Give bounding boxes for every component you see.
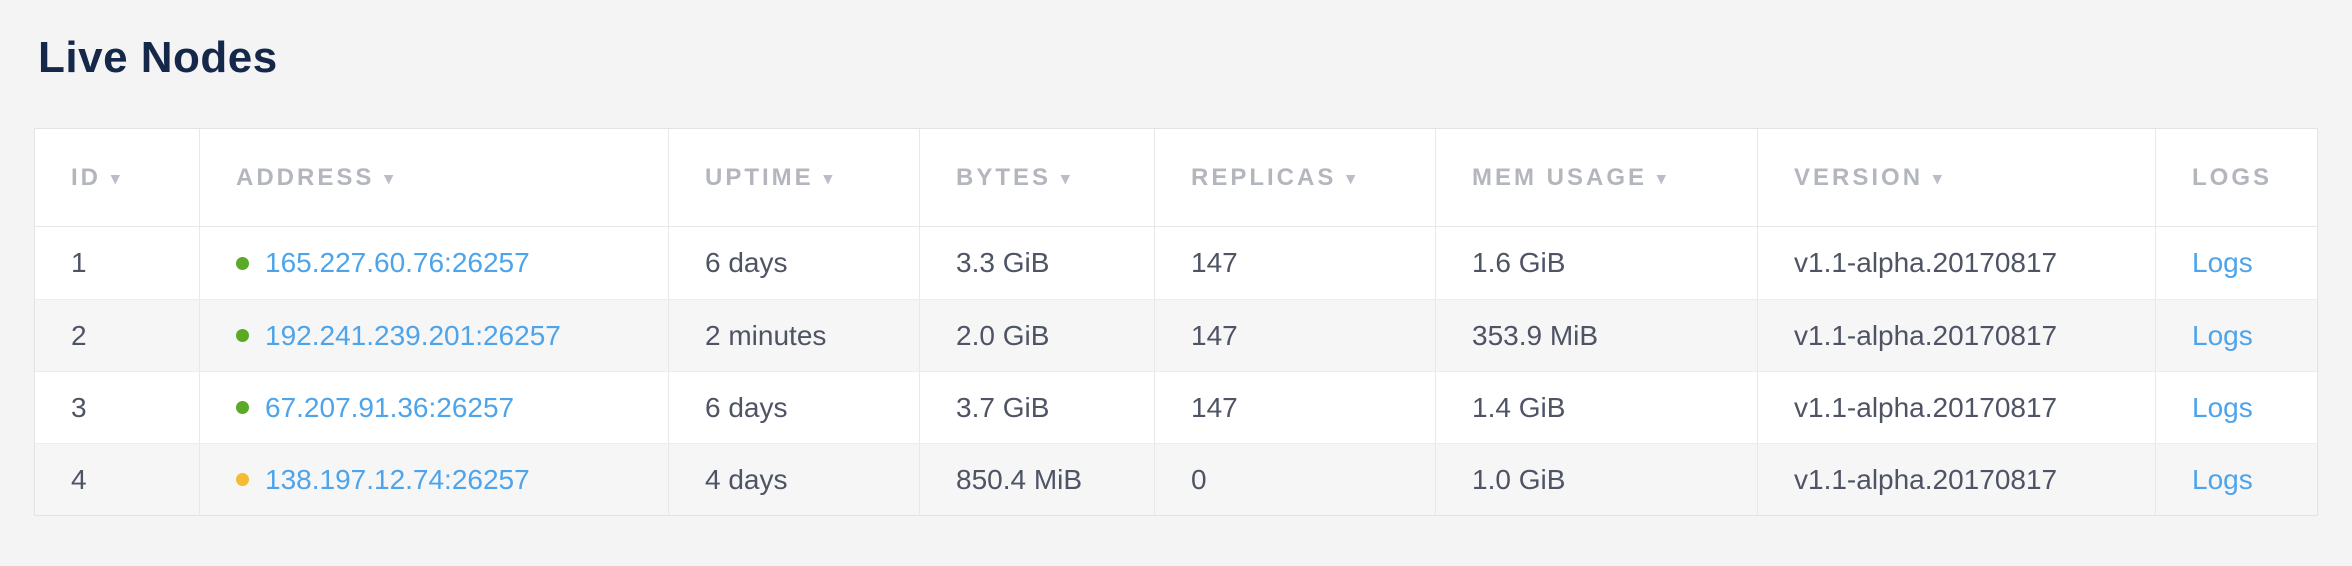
node-uptime: 6 days — [668, 372, 919, 443]
node-version: v1.1-alpha.20170817 — [1757, 227, 2155, 299]
table-row: 2 192.241.239.201:26257 2 minutes 2.0 Gi… — [35, 299, 2317, 371]
node-logs-link[interactable]: Logs — [2192, 463, 2253, 495]
node-address-cell: 192.241.239.201:26257 — [199, 300, 668, 371]
sort-arrow-icon: ▾ — [1657, 168, 1669, 188]
column-header-uptime[interactable]: UPTIME ▾ — [668, 129, 919, 226]
column-header-address-label: ADDRESS — [236, 163, 375, 191]
node-id: 3 — [71, 391, 87, 423]
column-header-version-label: VERSION — [1794, 163, 1924, 191]
node-id: 2 — [71, 319, 87, 351]
column-header-version[interactable]: VERSION ▾ — [1757, 129, 2155, 226]
node-address-link[interactable]: 165.227.60.76:26257 — [265, 247, 530, 278]
table-header-row: ID ▾ ADDRESS ▾ UPTIME ▾ BYTES ▾ REPLICAS… — [35, 129, 2317, 227]
column-header-mem-usage[interactable]: MEM USAGE ▾ — [1435, 129, 1757, 226]
node-logs-cell: Logs — [2155, 300, 2317, 371]
node-bytes: 3.3 GiB — [919, 227, 1154, 299]
node-uptime: 2 minutes — [668, 300, 919, 371]
node-replicas: 147 — [1154, 372, 1435, 443]
sort-arrow-icon: ▾ — [1346, 168, 1358, 188]
column-header-uptime-label: UPTIME — [705, 163, 814, 191]
column-header-bytes[interactable]: BYTES ▾ — [919, 129, 1154, 226]
node-status-healthy-icon — [236, 256, 249, 270]
table-row: 3 67.207.91.36:26257 6 days 3.7 GiB 147 … — [35, 371, 2317, 443]
node-uptime: 6 days — [668, 227, 919, 299]
column-header-address[interactable]: ADDRESS ▾ — [199, 129, 668, 226]
node-replicas: 147 — [1154, 300, 1435, 371]
node-logs-cell: Logs — [2155, 372, 2317, 443]
node-status-healthy-icon — [236, 329, 249, 342]
node-address-cell: 138.197.12.74:26257 — [199, 444, 668, 515]
node-mem-usage: 1.6 GiB — [1435, 227, 1757, 299]
live-nodes-page: Live Nodes ID ▾ ADDRESS ▾ UPTIME ▾ BYTES… — [34, 33, 2318, 516]
node-mem-usage: 1.4 GiB — [1435, 372, 1757, 443]
node-version: v1.1-alpha.20170817 — [1757, 300, 2155, 371]
sort-arrow-icon: ▾ — [1061, 168, 1073, 188]
node-address-link[interactable]: 67.207.91.36:26257 — [265, 391, 515, 423]
page-title: Live Nodes — [38, 33, 278, 82]
table-row: 1 165.227.60.76:26257 6 days 3.3 GiB 147… — [35, 227, 2317, 299]
live-nodes-table: ID ▾ ADDRESS ▾ UPTIME ▾ BYTES ▾ REPLICAS… — [34, 128, 2318, 516]
node-mem-usage: 353.9 MiB — [1435, 300, 1757, 371]
node-mem-usage: 1.0 GiB — [1435, 444, 1757, 515]
node-logs-cell: Logs — [2155, 444, 2317, 515]
node-replicas: 147 — [1154, 227, 1435, 299]
node-logs-cell: Logs — [2155, 227, 2317, 299]
table-row: 4 138.197.12.74:26257 4 days 850.4 MiB 0… — [35, 443, 2317, 515]
sort-arrow-icon: ▾ — [111, 168, 123, 188]
node-address-cell: 67.207.91.36:26257 — [199, 372, 668, 443]
column-header-mem-usage-label: MEM USAGE — [1472, 163, 1648, 191]
sort-arrow-icon: ▾ — [384, 168, 396, 188]
node-logs-link[interactable]: Logs — [2192, 391, 2253, 423]
column-header-logs-label: LOGS — [2192, 163, 2273, 191]
column-header-replicas-label: REPLICAS — [1191, 163, 1337, 191]
node-status-healthy-icon — [236, 401, 249, 414]
node-bytes: 850.4 MiB — [919, 444, 1154, 515]
node-replicas: 0 — [1154, 444, 1435, 515]
node-logs-link[interactable]: Logs — [2192, 319, 2253, 351]
column-header-logs: LOGS — [2155, 129, 2317, 226]
node-bytes: 2.0 GiB — [919, 300, 1154, 371]
node-bytes: 3.7 GiB — [919, 372, 1154, 443]
column-header-replicas[interactable]: REPLICAS ▾ — [1154, 129, 1435, 226]
node-status-warning-icon — [236, 473, 249, 486]
node-version: v1.1-alpha.20170817 — [1757, 372, 2155, 443]
node-logs-link[interactable]: Logs — [2192, 247, 2253, 278]
column-header-id-label: ID — [71, 163, 101, 191]
node-version: v1.1-alpha.20170817 — [1757, 444, 2155, 515]
sort-arrow-icon: ▾ — [1933, 168, 1945, 188]
column-header-id[interactable]: ID ▾ — [35, 129, 199, 226]
node-id: 1 — [71, 247, 87, 278]
sort-arrow-icon: ▾ — [823, 168, 836, 188]
node-id: 4 — [71, 463, 87, 495]
column-header-bytes-label: BYTES — [956, 163, 1052, 191]
node-uptime: 4 days — [668, 444, 919, 515]
node-address-link[interactable]: 138.197.12.74:26257 — [265, 463, 530, 495]
node-address-cell: 165.227.60.76:26257 — [199, 227, 668, 299]
node-address-link[interactable]: 192.241.239.201:26257 — [265, 319, 561, 351]
